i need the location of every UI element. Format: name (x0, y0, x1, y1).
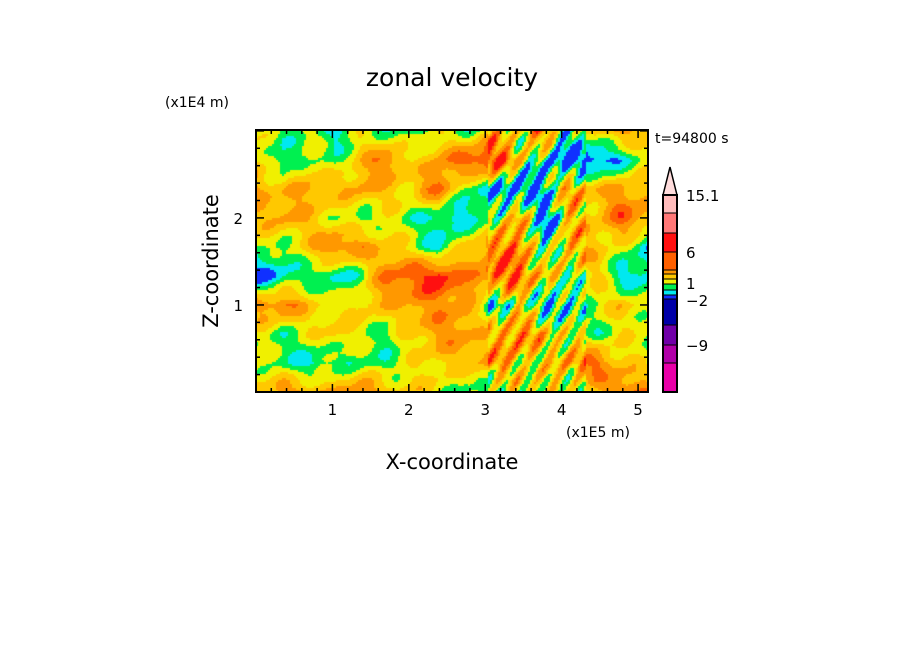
colorbar-label: 15.1 (686, 187, 719, 205)
colorbar-segment (662, 269, 678, 275)
y-tick-label: 2 (233, 210, 243, 228)
x-tick-label: 1 (328, 401, 338, 419)
colorbar-segment (662, 298, 678, 326)
x-multiplier-label: (x1E5 m) (566, 425, 630, 441)
contour-field (256, 130, 648, 392)
colorbar-segment (662, 324, 678, 346)
plot-frame (255, 129, 649, 393)
colorbar-segment (662, 251, 678, 271)
chart-title: zonal velocity (366, 63, 538, 92)
colorbar-segment (662, 278, 678, 285)
colorbar-segment (662, 362, 678, 393)
colorbar-extend-triangle (662, 166, 678, 196)
time-label: t=94800 s (655, 131, 729, 147)
x-tick-label: 3 (480, 401, 490, 419)
x-axis-label: X-coordinate (386, 450, 519, 474)
x-tick-label: 4 (557, 401, 567, 419)
colorbar-label: −2 (686, 292, 708, 310)
x-tick-labels: 1 2 3 4 5 (328, 401, 643, 419)
y-tick-label: 1 (233, 297, 243, 315)
colorbar-segment (662, 289, 678, 296)
colorbar-label: 1 (686, 275, 696, 293)
y-axis-label: Z-coordinate (199, 194, 223, 328)
colorbar-labels: 15.1 6 1−2 −9 (686, 187, 719, 355)
colorbar-label: −9 (686, 337, 708, 355)
colorbar-segment (662, 232, 678, 253)
colorbar-segment (662, 273, 678, 280)
y-tick-labels: 12 (233, 210, 243, 315)
colorbar-frame (662, 194, 678, 393)
colorbar-segment (662, 344, 678, 364)
colorbar (662, 166, 678, 393)
colorbar-segment (662, 212, 678, 234)
colorbar-segment (662, 194, 678, 214)
x-tick-label: 2 (404, 401, 414, 419)
x-tick-label: 5 (633, 401, 643, 419)
axis-ticks (256, 130, 648, 392)
y-multiplier-label: (x1E4 m) (165, 95, 229, 111)
colorbar-segment (662, 283, 678, 291)
colorbar-segment (662, 294, 678, 300)
colorbar-label: 6 (686, 244, 696, 262)
